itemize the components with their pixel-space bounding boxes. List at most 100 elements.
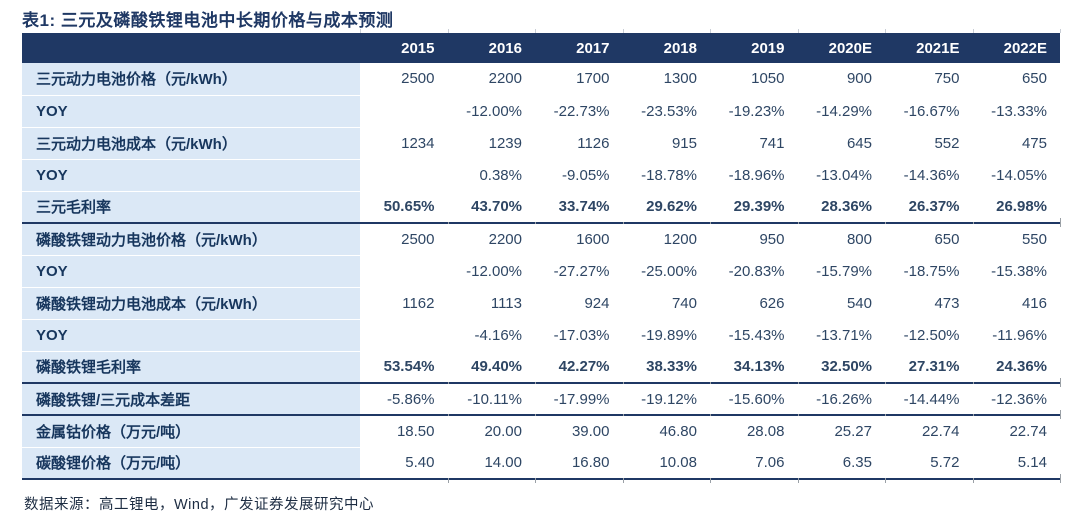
value-cell: -19.89% (622, 319, 710, 351)
value-cell: -27.27% (535, 255, 623, 287)
value-cell: 26.98% (972, 191, 1061, 227)
value-cell: 2500 (360, 223, 448, 255)
row-label: 碳酸锂价格（万元/吨） (22, 447, 360, 480)
value-cell: 16.80 (535, 447, 623, 483)
value-cell: 416 (972, 287, 1060, 319)
value-cell: 475 (972, 127, 1060, 159)
value-cell: 39.00 (535, 415, 623, 447)
row-label: 磷酸铁锂动力电池成本（元/kWh） (22, 287, 360, 319)
data-source-note: 数据来源：高工锂电，Wind，广发证券发展研究中心 (24, 497, 375, 513)
value-cell: -13.71% (797, 319, 885, 351)
value-cell: 22.74 (972, 415, 1060, 447)
value-cell: 5.72 (885, 447, 973, 483)
value-cell: -12.00% (447, 255, 535, 287)
value-cell: -4.16% (447, 319, 535, 351)
value-cell: 5.14 (972, 447, 1061, 483)
value-cell: -16.26% (797, 383, 886, 418)
table-row: 磷酸铁锂动力电池成本（元/kWh） 1162 1113 924 740 626 540 473… (22, 287, 1060, 319)
value-cell: -20.83% (710, 255, 798, 287)
value-cell: 49.40% (447, 351, 536, 387)
row-label: YOY (22, 159, 360, 191)
value-cell: 18.50 (360, 415, 448, 447)
value-cell: -17.99% (535, 383, 623, 418)
value-cell: 28.08 (710, 415, 798, 447)
table-row: 磷酸铁锂/三元成本差距 -5.86% -10.11% -17.99% -19.12% -1… (22, 383, 1061, 418)
row-label: 磷酸铁锂动力电池价格（元/kWh） (22, 223, 360, 255)
value-cell: 1700 (535, 63, 623, 95)
value-cell: -11.96% (972, 319, 1060, 351)
value-cell: 26.37% (885, 191, 973, 227)
value-cell: -5.86% (360, 383, 448, 418)
value-cell: 42.27% (535, 351, 623, 387)
value-cell (360, 159, 448, 191)
value-cell: 34.13% (710, 351, 798, 387)
table-body: 三元动力电池价格（元/kWh） 2500 2200 1700 1300 1050 900 75… (22, 63, 1061, 483)
value-cell: 43.70% (447, 191, 536, 227)
value-cell: 1239 (447, 127, 535, 159)
value-cell: -12.36% (972, 383, 1061, 418)
value-cell: 915 (622, 127, 710, 159)
row-label: 三元动力电池价格（元/kWh） (22, 63, 360, 95)
column-header-2019: 2019 (710, 29, 798, 63)
table-row: YOY 0.38% -9.05% -18.78% -18.96% -13.04% -14.3… (22, 159, 1060, 191)
column-header-2022E: 2022E (972, 29, 1061, 63)
value-cell: -13.04% (797, 159, 885, 191)
value-cell: 473 (885, 287, 973, 319)
value-cell: -10.11% (447, 383, 536, 418)
value-cell: 1050 (710, 63, 798, 95)
value-cell: 750 (885, 63, 973, 95)
value-cell: -16.67% (885, 95, 973, 127)
value-cell: -12.00% (447, 95, 535, 127)
value-cell: 900 (797, 63, 885, 95)
column-header-2015: 2015 (360, 29, 448, 63)
value-cell: 2200 (447, 63, 535, 95)
value-cell: -23.53% (622, 95, 710, 127)
table-title: 表1: 三元及磷酸铁锂电池中长期价格与成本预测 (22, 11, 394, 30)
table-row: 三元毛利率 50.65% 43.70% 33.74% 29.62% 29.39% 28.36… (22, 191, 1061, 227)
value-cell: 950 (710, 223, 798, 255)
value-cell: -18.96% (710, 159, 798, 191)
value-cell: 53.54% (360, 351, 448, 387)
value-cell: -17.03% (535, 319, 623, 351)
value-cell: -9.05% (535, 159, 623, 191)
row-label: 三元动力电池成本（元/kWh） (22, 127, 360, 159)
value-cell: -18.75% (885, 255, 973, 287)
value-cell: 29.62% (622, 191, 711, 227)
column-header-2016: 2016 (447, 29, 536, 63)
value-cell: 27.31% (885, 351, 973, 387)
value-cell: 650 (972, 63, 1060, 95)
value-cell: -22.73% (535, 95, 623, 127)
value-cell: 5.40 (360, 447, 448, 483)
row-label: 磷酸铁锂毛利率 (22, 351, 360, 384)
row-label: YOY (22, 255, 360, 287)
value-cell: 740 (622, 287, 710, 319)
value-cell: -14.44% (885, 383, 973, 418)
value-cell: 1600 (535, 223, 623, 255)
value-cell: 645 (797, 127, 885, 159)
column-header-2018: 2018 (622, 29, 711, 63)
table-row: 金属钴价格（万元/吨） 18.50 20.00 39.00 46.80 28.08 25.2… (22, 415, 1060, 447)
value-cell: 550 (972, 223, 1060, 255)
value-cell: -14.05% (972, 159, 1060, 191)
value-cell: 924 (535, 287, 623, 319)
value-cell: 20.00 (447, 415, 535, 447)
value-cell: -15.38% (972, 255, 1060, 287)
value-cell: -12.50% (885, 319, 973, 351)
value-cell: 1234 (360, 127, 448, 159)
value-cell: 1126 (535, 127, 623, 159)
value-cell: 24.36% (972, 351, 1061, 387)
value-cell: 552 (885, 127, 973, 159)
value-cell: 2200 (447, 223, 535, 255)
value-cell: -14.36% (885, 159, 973, 191)
column-header-2021E: 2021E (885, 29, 973, 63)
value-cell: 46.80 (622, 415, 710, 447)
row-label: 金属钴价格（万元/吨） (22, 415, 360, 447)
table-row: YOY -12.00% -22.73% -23.53% -19.23% -14.29% -1… (22, 95, 1060, 127)
table-row: 三元动力电池成本（元/kWh） 1234 1239 1126 915 741 645 552 4… (22, 127, 1060, 159)
value-cell: 540 (797, 287, 885, 319)
table-row: 磷酸铁锂动力电池价格（元/kWh） 2500 2200 1600 1200 950 800 6… (22, 223, 1060, 255)
value-cell: -15.60% (710, 383, 798, 418)
value-cell: 1200 (622, 223, 710, 255)
value-cell: 650 (885, 223, 973, 255)
